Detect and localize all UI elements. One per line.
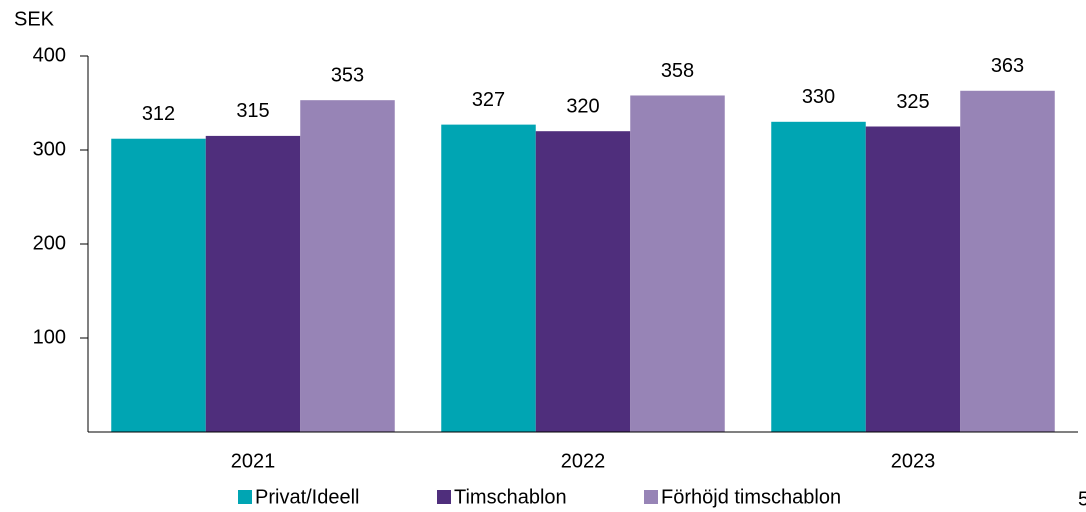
value-label: 327 bbox=[472, 89, 505, 111]
y-tick-label: 400 bbox=[33, 44, 66, 66]
value-label: 358 bbox=[661, 60, 694, 82]
value-label: 353 bbox=[331, 64, 364, 86]
legend-label: Privat/Ideell bbox=[255, 486, 360, 508]
x-tick-label: 2021 bbox=[231, 450, 276, 472]
legend-swatch bbox=[437, 490, 451, 504]
bar bbox=[205, 135, 301, 432]
y-tick-label: 200 bbox=[33, 232, 66, 254]
bar bbox=[865, 126, 961, 432]
value-label: 330 bbox=[802, 86, 835, 108]
bar bbox=[771, 121, 866, 433]
value-label: 315 bbox=[236, 100, 269, 122]
x-tick-label: 2022 bbox=[561, 450, 606, 472]
y-axis-label: SEK bbox=[14, 8, 55, 30]
legend-swatch bbox=[238, 490, 252, 504]
bar bbox=[441, 124, 536, 433]
value-label: 325 bbox=[896, 91, 929, 113]
bar bbox=[111, 138, 206, 432]
legend-label: Timschablon bbox=[454, 486, 567, 508]
legend-label: Förhöjd timschablon bbox=[661, 486, 841, 508]
page-number: 5 bbox=[1078, 488, 1086, 510]
bar bbox=[535, 131, 631, 432]
bar bbox=[300, 100, 395, 433]
y-tick-label: 100 bbox=[33, 326, 66, 348]
y-tick-label: 300 bbox=[33, 138, 66, 160]
legend-swatch bbox=[644, 490, 658, 504]
value-label: 363 bbox=[991, 55, 1024, 77]
value-label: 312 bbox=[142, 103, 175, 125]
bar bbox=[630, 95, 725, 432]
x-tick-label: 2023 bbox=[891, 450, 936, 472]
bar bbox=[960, 90, 1055, 432]
value-label: 320 bbox=[566, 95, 599, 117]
